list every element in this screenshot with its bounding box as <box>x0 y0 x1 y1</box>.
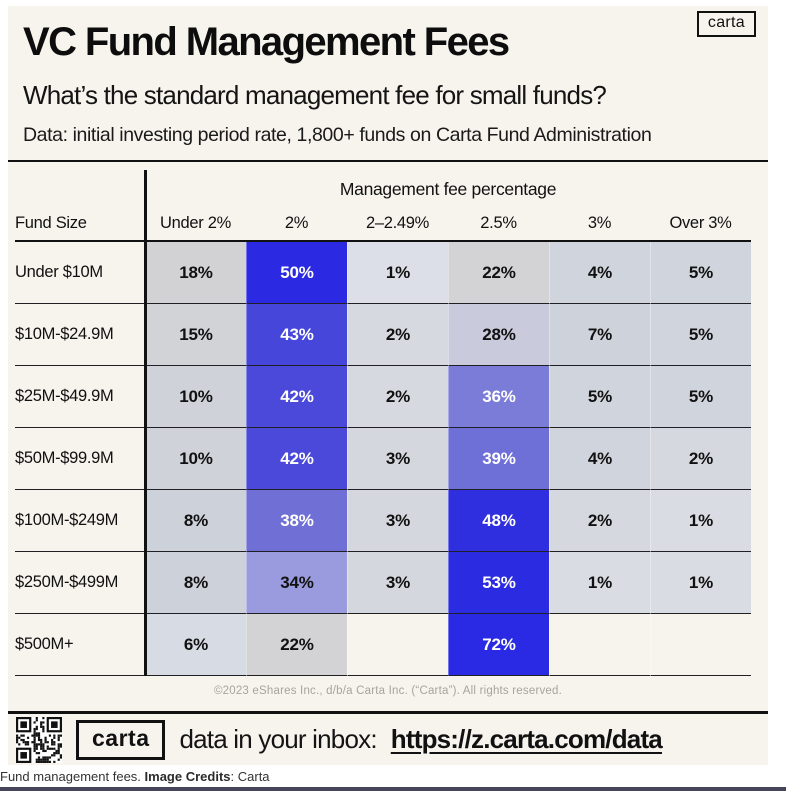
fee-heatmap: Management fee percentage Fund Size Under … <box>8 170 768 676</box>
cta-label: data in your inbox: <box>179 724 377 754</box>
cta-link[interactable]: https://z.carta.com/data <box>390 724 663 754</box>
heatmap-cell: 48% <box>448 490 549 552</box>
heatmap-cell: 3% <box>347 428 448 490</box>
caption-credits-link[interactable]: Carta <box>237 769 270 784</box>
column-header: 2.5% <box>448 208 549 242</box>
heatmap-cell: 7% <box>549 304 650 366</box>
axis-divider-line <box>144 170 147 676</box>
heatmap-cell: 42% <box>246 428 347 490</box>
heatmap-cell: 38% <box>246 490 347 552</box>
heatmap-cell: 42% <box>246 366 347 428</box>
heatmap-cell: 53% <box>448 552 549 614</box>
fee-axis-title: Management fee percentage <box>339 178 557 199</box>
fund-size-header: Fund Size <box>15 208 145 242</box>
heatmap-cell: 22% <box>448 242 549 304</box>
heatmap-cell: 34% <box>246 552 347 614</box>
heatmap-cell: 2% <box>347 366 448 428</box>
heatmap-grid: Management fee percentage Fund Size Under … <box>15 170 751 676</box>
heatmap-cell: 6% <box>145 614 246 676</box>
column-header: 3% <box>549 208 650 242</box>
data-source-note: Data: initial investing period rate, 1,8… <box>23 124 652 146</box>
row-label: Under $10M <box>15 242 145 304</box>
column-header: 2–2.49% <box>347 208 448 242</box>
heatmap-cell: 36% <box>448 366 549 428</box>
subtitle: What’s the standard management fee for s… <box>23 80 607 110</box>
heatmap-cell: 5% <box>650 366 751 428</box>
carta-logo-footer: carta <box>76 719 166 760</box>
column-header: 2% <box>246 208 347 242</box>
heatmap-cell <box>650 614 751 676</box>
heatmap-cell: 28% <box>448 304 549 366</box>
cta-bar: carta data in your inbox: https://z.cart… <box>8 711 768 765</box>
heatmap-cell: 5% <box>650 242 751 304</box>
heatmap-corner <box>15 170 145 208</box>
heatmap-cell <box>347 614 448 676</box>
row-label: $25M-$49.9M <box>15 366 145 428</box>
heatmap-cell: 2% <box>650 428 751 490</box>
header: VC Fund Management Fees carta What’s the… <box>8 6 768 147</box>
heatmap-cell <box>549 614 650 676</box>
header-divider <box>8 160 768 162</box>
heatmap-cell: 3% <box>347 552 448 614</box>
heatmap-cell: 10% <box>145 428 246 490</box>
carta-logo: carta <box>696 11 756 37</box>
column-header: Over 3% <box>650 208 751 242</box>
heatmap-cell: 50% <box>246 242 347 304</box>
heatmap-cell: 43% <box>246 304 347 366</box>
heatmap-cell: 5% <box>650 304 751 366</box>
heatmap-cell: 4% <box>549 428 650 490</box>
infographic: VC Fund Management Fees carta What’s the… <box>8 6 768 765</box>
heatmap-cell: 18% <box>145 242 246 304</box>
caption-credits-label: Image Credits <box>144 769 231 784</box>
row-label: $500M+ <box>15 614 145 676</box>
heatmap-cell: 8% <box>145 490 246 552</box>
heatmap-cell: 72% <box>448 614 549 676</box>
heatmap-cell: 4% <box>549 242 650 304</box>
copyright-text: ©2023 eShares Inc., d/b/a Carta Inc. (“C… <box>213 685 563 697</box>
heatmap-cell: 2% <box>347 304 448 366</box>
row-label: $50M-$99.9M <box>15 428 145 490</box>
heatmap-cell: 1% <box>549 552 650 614</box>
heatmap-cell: 22% <box>246 614 347 676</box>
page-title: VC Fund Management Fees <box>23 20 510 64</box>
column-header: Under 2% <box>145 208 246 242</box>
heatmap-cell: 39% <box>448 428 549 490</box>
row-label: $10M-$24.9M <box>15 304 145 366</box>
heatmap-cell: 1% <box>347 242 448 304</box>
heatmap-cell: 1% <box>650 490 751 552</box>
bottom-edge-strip <box>0 787 786 791</box>
heatmap-cell: 5% <box>549 366 650 428</box>
row-label: $100M-$249M <box>15 490 145 552</box>
row-label: $250M-$499M <box>15 552 145 614</box>
qr-code-icon <box>16 716 62 763</box>
image-caption: Fund management fees. Image Credits: Car… <box>0 769 786 784</box>
caption-text: Fund management fees. <box>0 769 145 784</box>
heatmap-cell: 1% <box>650 552 751 614</box>
heatmap-cell: 2% <box>549 490 650 552</box>
heatmap-cell: 15% <box>145 304 246 366</box>
heatmap-cell: 10% <box>145 366 246 428</box>
caption-separator: : <box>230 769 238 784</box>
heatmap-cell: 8% <box>145 552 246 614</box>
heatmap-cell: 3% <box>347 490 448 552</box>
